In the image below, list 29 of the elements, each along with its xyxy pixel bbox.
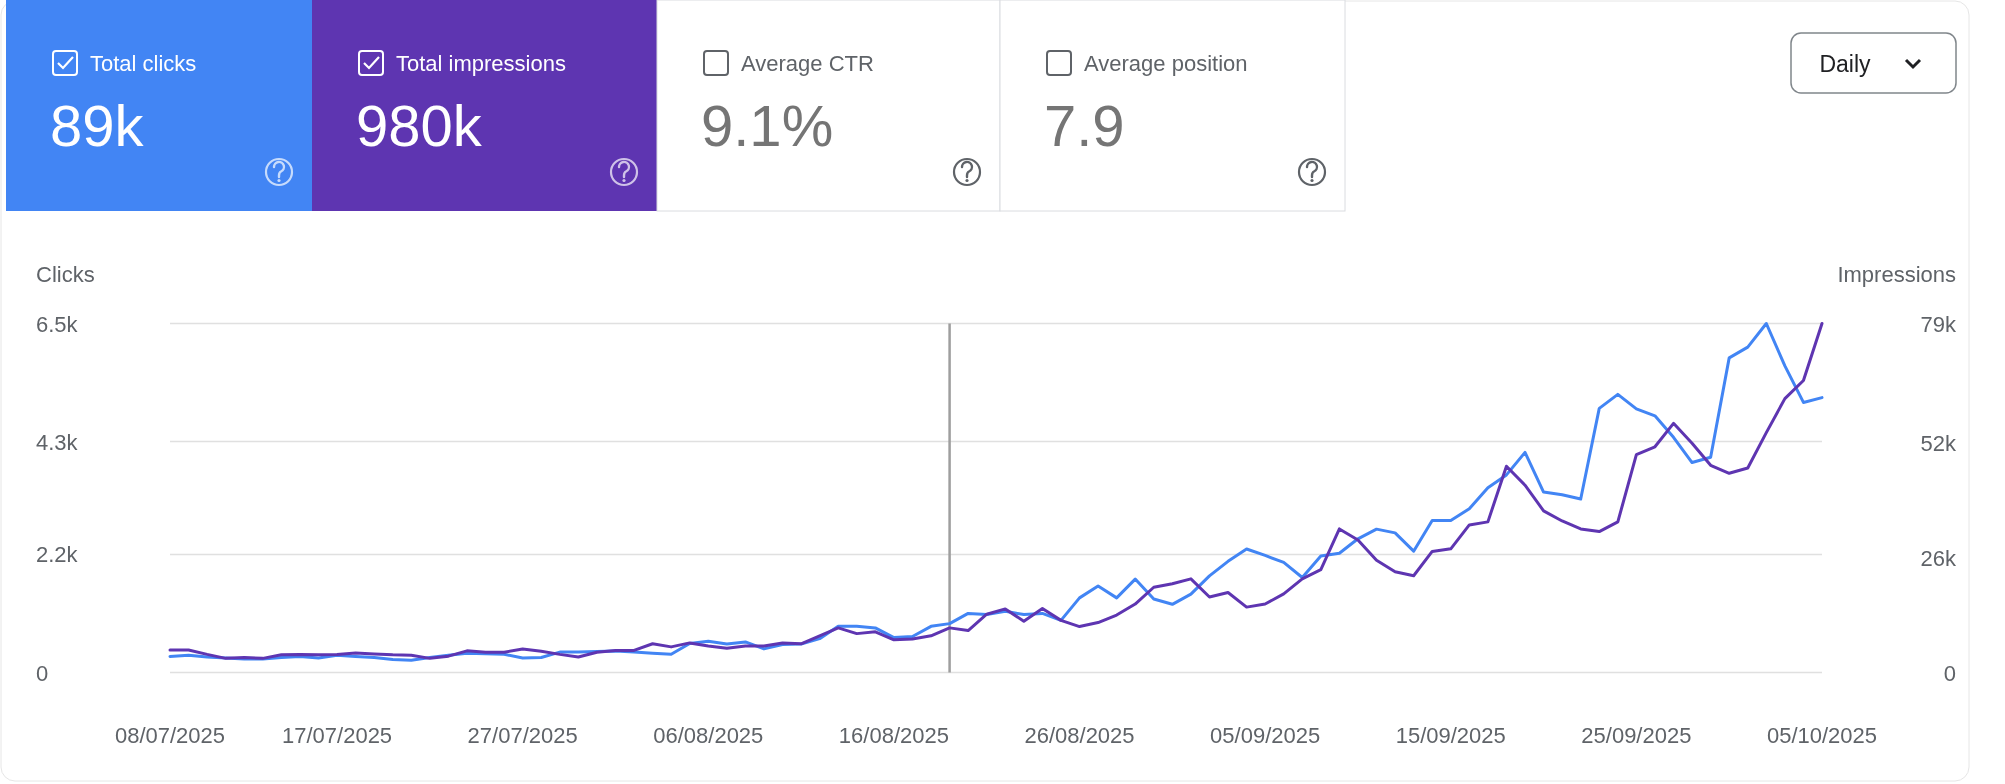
text: 89k xyxy=(50,93,145,158)
text: 980k xyxy=(356,93,483,158)
x-tick-label: 05/10/2025 xyxy=(1766,723,1878,748)
text: Daily xyxy=(1819,51,1872,77)
y2-tick-label: 79k xyxy=(1920,311,1957,337)
x-tick-label: 27/07/2025 xyxy=(467,723,578,748)
x-tick-label: 17/07/2025 xyxy=(282,723,393,748)
y-tick-label: 4.3k xyxy=(36,429,79,455)
y-tick-label: 2.2k xyxy=(36,542,79,568)
text: Average CTR xyxy=(741,51,874,76)
y2-axis-title: Impressions xyxy=(1837,262,1956,287)
y-tick-label: 0 xyxy=(36,660,49,686)
x-tick-label: 15/09/2025 xyxy=(1395,723,1506,748)
y-tick-label: 6.5k xyxy=(36,311,79,337)
x-tick-label: 16/08/2025 xyxy=(838,723,949,748)
text: Total impressions xyxy=(396,51,566,76)
x-tick-label: 05/09/2025 xyxy=(1210,723,1321,748)
x-tick-label: 25/09/2025 xyxy=(1581,723,1692,748)
x-tick-label: 08/07/2025 xyxy=(114,723,226,748)
y2-tick-label: 52k xyxy=(1920,430,1957,456)
text: 7.9 xyxy=(1044,93,1125,158)
text: Total clicks xyxy=(90,51,197,76)
text: Average position xyxy=(1084,51,1248,76)
x-tick-label: 06/08/2025 xyxy=(653,723,764,748)
y2-tick-label: 26k xyxy=(1920,545,1957,571)
y-axis-title: Clicks xyxy=(36,262,95,287)
text: 9.1% xyxy=(701,93,834,158)
x-tick-label: 26/08/2025 xyxy=(1024,723,1135,748)
y2-tick-label: 0 xyxy=(1943,660,1956,686)
